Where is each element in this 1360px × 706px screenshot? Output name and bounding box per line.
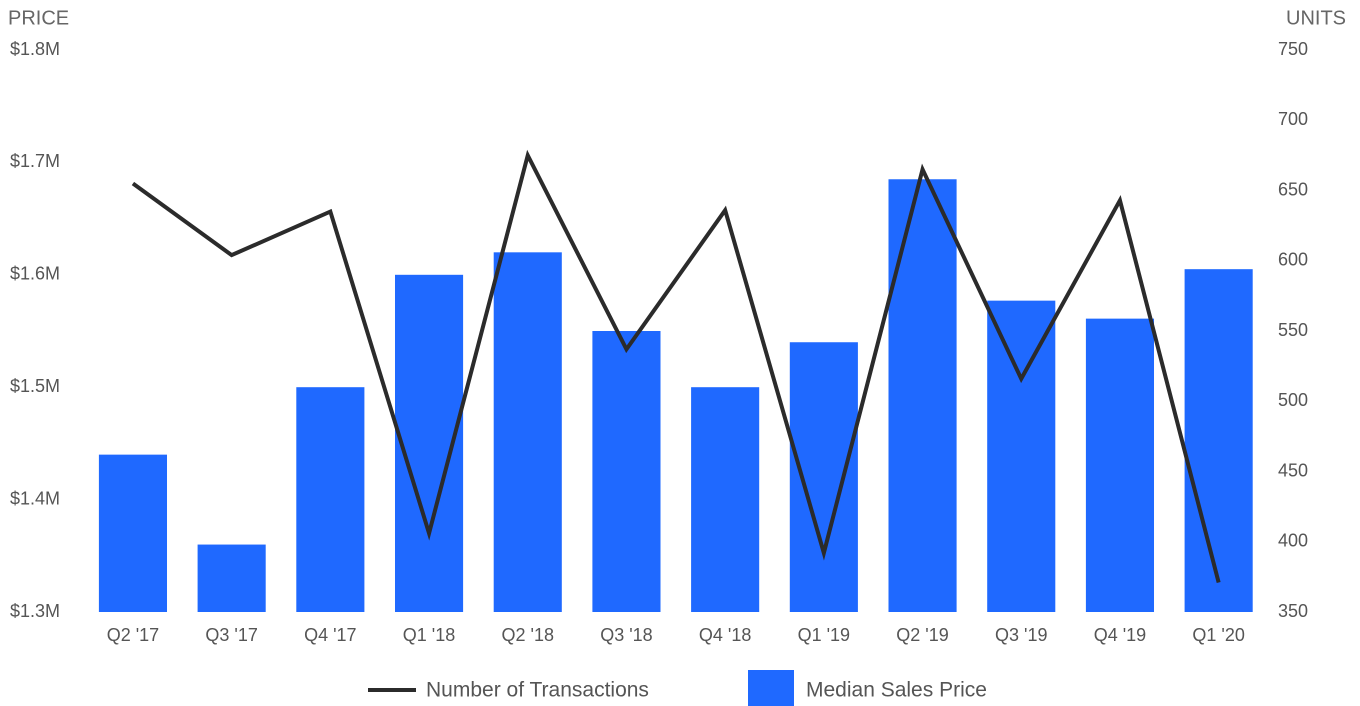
y2-tick-label: 500	[1278, 390, 1308, 410]
y-tick-label: $1.6M	[10, 264, 60, 284]
bar	[888, 179, 957, 612]
bar	[592, 331, 661, 612]
y2-tick-label: 450	[1278, 460, 1308, 480]
bar	[1085, 318, 1155, 612]
bar	[98, 454, 168, 612]
bar	[296, 387, 365, 612]
y2-tick-label: 700	[1278, 109, 1308, 129]
bar	[987, 300, 1056, 612]
y2-tick-label: 350	[1278, 601, 1308, 621]
x-tick-label: Q2 '18	[502, 625, 554, 645]
y-tick-label: $1.3M	[10, 601, 60, 621]
y2-tick-label: 400	[1278, 531, 1308, 551]
y-axis-title: PRICE	[8, 7, 69, 29]
y-tick-label: $1.5M	[10, 376, 60, 396]
y-tick-label: $1.8M	[10, 39, 60, 59]
x-tick-label: Q1 '19	[798, 625, 850, 645]
bar	[197, 544, 266, 612]
y2-tick-label: 750	[1278, 39, 1308, 59]
x-tick-label: Q3 '19	[995, 625, 1047, 645]
y2-tick-label: 600	[1278, 250, 1308, 270]
x-tick-label: Q1 '18	[403, 625, 455, 645]
y-tick-label: $1.7M	[10, 151, 60, 171]
y-tick-label: $1.4M	[10, 488, 60, 508]
x-tick-label: Q2 '19	[896, 625, 948, 645]
x-tick-label: Q4 '18	[699, 625, 751, 645]
bar	[1184, 269, 1253, 612]
legend-label: Number of Transactions	[426, 679, 649, 702]
y2-tick-label: 650	[1278, 179, 1308, 199]
x-tick-label: Q3 '17	[205, 625, 257, 645]
x-tick-label: Q1 '20	[1192, 625, 1244, 645]
y2-tick-label: 550	[1278, 320, 1308, 340]
x-tick-label: Q4 '19	[1094, 625, 1146, 645]
bar	[493, 252, 562, 612]
line	[131, 149, 1221, 583]
x-tick-label: Q3 '18	[600, 625, 652, 645]
y2-axis-title: UNITS	[1286, 7, 1346, 29]
x-tick-label: Q4 '17	[304, 625, 356, 645]
legend-label: Median Sales Price	[806, 679, 987, 702]
x-tick-label: Q2 '17	[107, 625, 159, 645]
legend-swatch	[748, 670, 794, 706]
bar	[691, 387, 760, 612]
